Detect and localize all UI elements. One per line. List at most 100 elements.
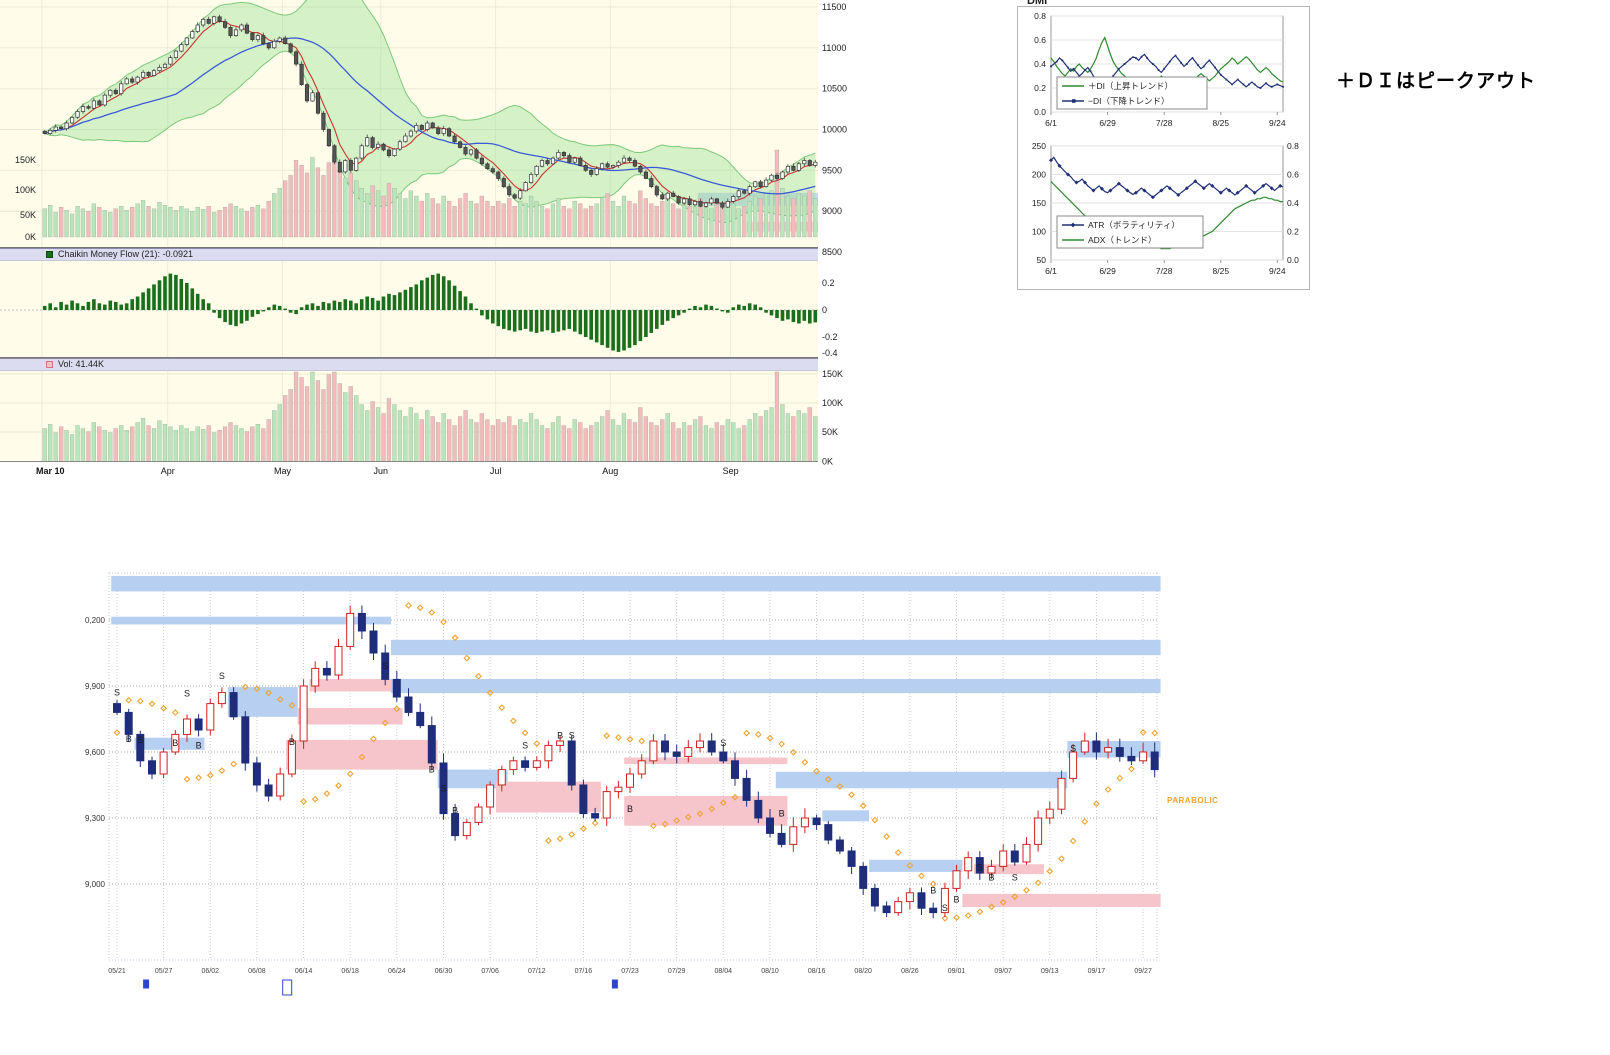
svg-text:09/17: 09/17 <box>1088 968 1106 975</box>
svg-text:08/04: 08/04 <box>715 968 733 975</box>
svg-text:150K: 150K <box>822 369 843 379</box>
volume-label: Vol: 41.44K <box>58 359 105 369</box>
svg-text:Aug: Aug <box>602 466 618 476</box>
parabolic-label: PARABOLIC <box>1167 796 1219 805</box>
svg-text:10,200: 10,200 <box>85 616 106 625</box>
svg-text:S: S <box>382 661 388 671</box>
svg-text:0.2: 0.2 <box>822 278 835 288</box>
svg-text:-0.2: -0.2 <box>822 332 838 342</box>
svg-text:150: 150 <box>1032 198 1046 208</box>
volume-panel-header: Vol: 41.44K <box>0 358 818 371</box>
svg-text:08/20: 08/20 <box>854 968 872 975</box>
svg-text:0.0: 0.0 <box>1287 255 1299 265</box>
svg-text:B: B <box>429 765 435 775</box>
svg-text:50K: 50K <box>20 210 36 220</box>
svg-text:S: S <box>1070 744 1076 754</box>
svg-text:9,600: 9,600 <box>85 748 106 757</box>
svg-text:09/13: 09/13 <box>1041 968 1059 975</box>
svg-text:07/16: 07/16 <box>575 968 593 975</box>
svg-text:08/10: 08/10 <box>761 968 779 975</box>
svg-text:B: B <box>557 731 563 741</box>
svg-text:B: B <box>779 809 785 819</box>
svg-text:07/12: 07/12 <box>528 968 546 975</box>
svg-text:05/27: 05/27 <box>155 968 173 975</box>
svg-text:7/28: 7/28 <box>1156 266 1173 276</box>
svg-text:May: May <box>274 466 292 476</box>
svg-text:0: 0 <box>822 305 827 315</box>
svg-text:06/30: 06/30 <box>435 968 453 975</box>
svg-text:50K: 50K <box>822 427 838 437</box>
parabolic-signal-chart-panel: SBSBSBSBSBSBSBSBSBBSBSBSS10,2009,9009,60… <box>85 570 1230 1040</box>
svg-text:0.6: 0.6 <box>1287 170 1299 180</box>
svg-text:8500: 8500 <box>822 247 842 257</box>
svg-text:9,000: 9,000 <box>85 880 106 889</box>
svg-text:11000: 11000 <box>822 43 846 53</box>
parabolic-chart-canvas: SBSBSBSBSBSBSBSBSBBSBSBSS10,2009,9009,60… <box>85 572 1161 996</box>
svg-text:-0.4: -0.4 <box>822 348 838 358</box>
svg-text:100: 100 <box>1032 227 1046 237</box>
svg-text:B: B <box>627 804 633 814</box>
svg-text:B: B <box>452 805 458 815</box>
chaikin-panel-header: Chaikin Money Flow (21): -0.0921 <box>0 248 818 261</box>
svg-text:100K: 100K <box>15 185 36 195</box>
svg-text:S: S <box>1012 872 1018 882</box>
svg-text:07/06: 07/06 <box>481 968 499 975</box>
svg-text:09/27: 09/27 <box>1134 968 1152 975</box>
svg-text:7/28: 7/28 <box>1156 118 1173 128</box>
svg-text:B: B <box>172 738 178 748</box>
svg-text:0K: 0K <box>25 232 36 242</box>
svg-text:＋DI（上昇トレンド）: ＋DI（上昇トレンド） <box>1088 81 1173 91</box>
svg-text:06/24: 06/24 <box>388 968 406 975</box>
main-chart-canvas: 11500 11000 10500 10000 9500 9000 8500 150K 100K… <box>0 0 847 476</box>
svg-text:S: S <box>977 863 983 873</box>
main-price-chart-panel: 11500 11000 10500 10000 9500 9000 8500 150K 100K… <box>0 0 860 485</box>
svg-text:07/23: 07/23 <box>621 968 639 975</box>
svg-text:06/08: 06/08 <box>248 968 266 975</box>
chaikin-legend-icon <box>46 251 53 258</box>
dmi-indicator-panel: DMI 0.8 0.6 0.4 0.2 0.0 ＋DI（上昇トレンド） −DI（下降トレンド… <box>1015 0 1315 300</box>
dmi-chart-canvas: 0.8 0.6 0.4 0.2 0.0 ＋DI（上昇トレンド） −DI（下降トレンド） 6/1… <box>1017 6 1310 290</box>
svg-text:−DI（下降トレンド）: −DI（下降トレンド） <box>1088 96 1169 106</box>
svg-text:S: S <box>441 783 447 793</box>
svg-text:S: S <box>137 735 143 745</box>
svg-text:08/16: 08/16 <box>808 968 826 975</box>
svg-text:0.2: 0.2 <box>1034 83 1046 93</box>
svg-text:0.4: 0.4 <box>1034 59 1046 69</box>
dmi-panel-title: DMI <box>1027 0 1048 7</box>
svg-text:9,900: 9,900 <box>85 682 106 691</box>
svg-text:6/29: 6/29 <box>1099 118 1116 128</box>
svg-text:Jun: Jun <box>374 466 389 476</box>
svg-text:8/25: 8/25 <box>1213 266 1230 276</box>
svg-text:ATR（ボラティリティ）: ATR（ボラティリティ） <box>1088 220 1180 230</box>
svg-text:05/21: 05/21 <box>108 968 126 975</box>
svg-text:50: 50 <box>1037 255 1047 265</box>
svg-text:0.0: 0.0 <box>1034 107 1046 117</box>
svg-text:Mar 10: Mar 10 <box>36 466 65 476</box>
svg-text:11500: 11500 <box>822 2 846 12</box>
svg-text:0.8: 0.8 <box>1287 141 1299 151</box>
svg-text:8/25: 8/25 <box>1213 118 1230 128</box>
svg-text:06/02: 06/02 <box>202 968 220 975</box>
svg-text:09/07: 09/07 <box>994 968 1012 975</box>
svg-text:9/24: 9/24 <box>1269 266 1286 276</box>
svg-text:10500: 10500 <box>822 84 847 94</box>
svg-text:9,300: 9,300 <box>85 814 106 823</box>
svg-text:B: B <box>954 894 960 904</box>
svg-text:S: S <box>219 671 225 681</box>
svg-text:0.6: 0.6 <box>1034 35 1046 45</box>
svg-text:B: B <box>989 872 995 882</box>
svg-text:S: S <box>522 740 528 750</box>
svg-text:0.2: 0.2 <box>1287 227 1299 237</box>
svg-text:6/29: 6/29 <box>1099 266 1116 276</box>
svg-text:Apr: Apr <box>161 466 175 476</box>
volume-legend-icon <box>46 361 53 368</box>
svg-text:0.4: 0.4 <box>1287 198 1299 208</box>
svg-text:9000: 9000 <box>822 206 842 216</box>
svg-text:Sep: Sep <box>723 466 739 476</box>
svg-text:S: S <box>720 738 726 748</box>
svg-text:07/29: 07/29 <box>668 968 686 975</box>
svg-text:10000: 10000 <box>822 125 847 135</box>
svg-text:S: S <box>114 688 120 698</box>
svg-text:S: S <box>569 731 575 741</box>
